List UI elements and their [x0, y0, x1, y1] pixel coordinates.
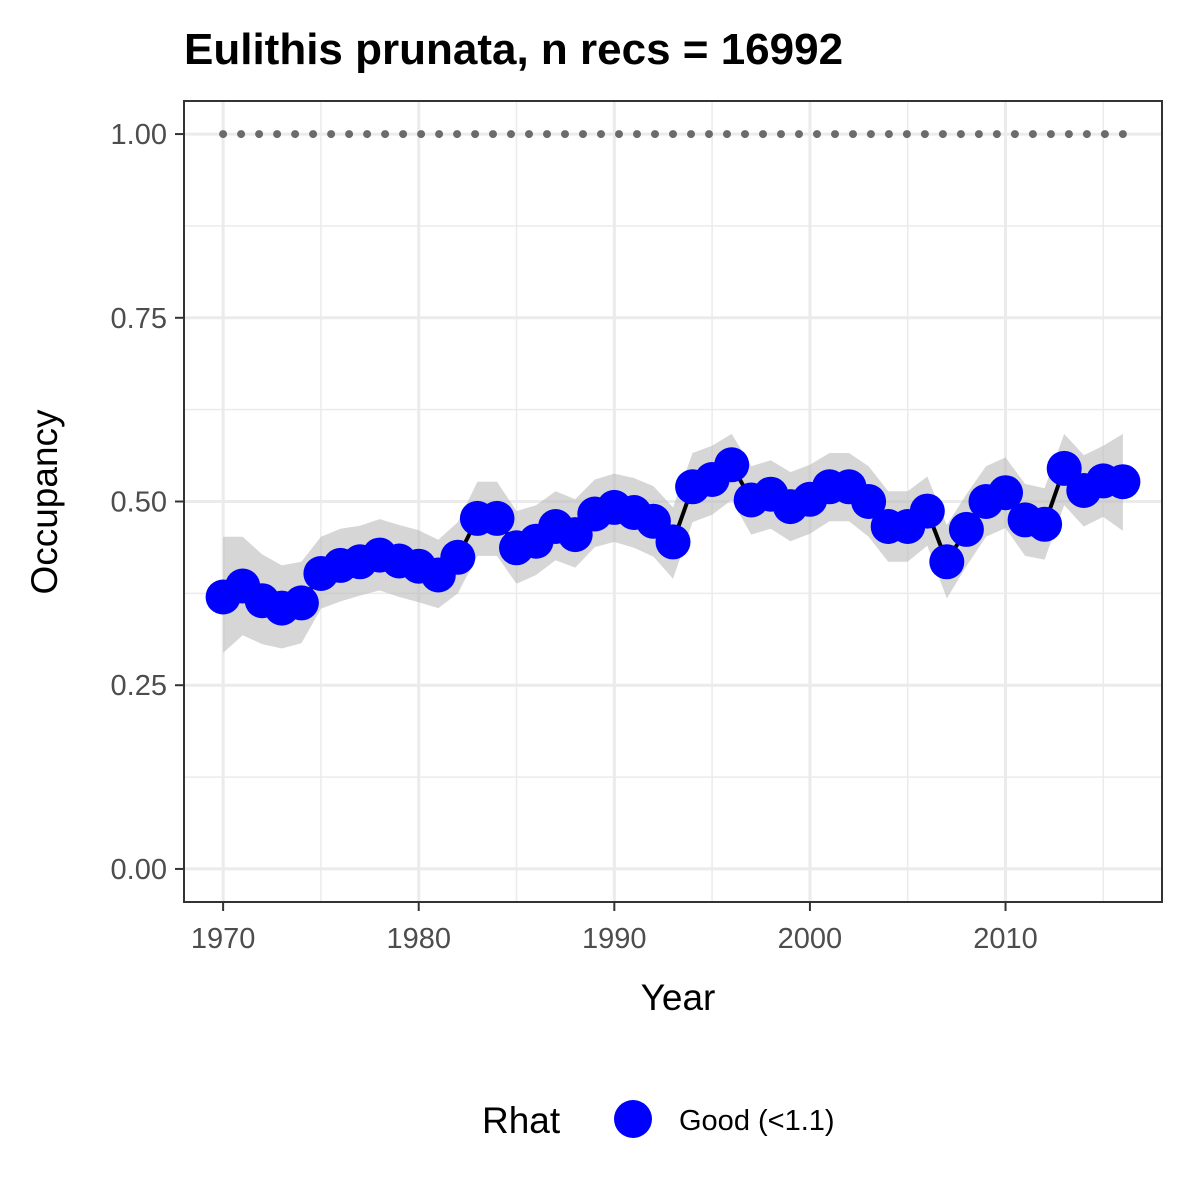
x-tick-label: 2010: [973, 923, 1038, 955]
dotted-reference-dot: [1028, 130, 1037, 139]
y-axis-title: Occupancy: [24, 409, 65, 595]
dotted-reference-dot: [1118, 130, 1127, 139]
y-tick-label: 0.75: [111, 303, 167, 335]
data-point-2010: [988, 475, 1023, 511]
legend-label-good: Good (<1.1): [679, 1105, 835, 1137]
dotted-reference-dot: [237, 130, 246, 139]
dotted-reference-dot: [884, 130, 893, 139]
dotted-reference-dot: [920, 130, 929, 139]
dotted-reference-layer: [219, 130, 1127, 139]
x-tick-label: 1970: [191, 923, 256, 955]
dotted-reference-dot: [291, 130, 300, 139]
dotted-reference-dot: [705, 130, 713, 139]
data-point-1982: [440, 539, 476, 575]
y-axis: 0.00 0.25 0.50 0.75 1.00: [111, 119, 184, 886]
dotted-reference-dot: [866, 130, 875, 139]
dotted-reference-dot: [1064, 130, 1073, 139]
dotted-reference-dot: [363, 130, 372, 139]
dotted-reference-dot: [651, 130, 659, 139]
legend: Rhat Good (<1.1): [482, 1100, 835, 1141]
data-point-1993: [655, 524, 691, 560]
dotted-reference-dot: [687, 130, 695, 139]
dotted-reference-dot: [974, 130, 983, 139]
y-tick-label: 1.00: [111, 119, 167, 151]
dotted-reference-dot: [525, 130, 533, 139]
dotted-reference-dot: [381, 130, 390, 139]
data-points-layer: [205, 447, 1141, 626]
dotted-reference-dot: [219, 130, 228, 139]
x-tick-label: 1980: [386, 923, 451, 955]
dotted-reference-dot: [849, 130, 857, 139]
dotted-reference-dot: [399, 130, 408, 139]
dotted-reference-dot: [327, 130, 336, 139]
dotted-reference-dot: [471, 130, 480, 139]
chart-title: Eulithis prunata, n recs = 16992: [184, 25, 843, 74]
dotted-reference-dot: [435, 130, 444, 139]
dotted-reference-dot: [561, 130, 569, 139]
data-point-2007: [929, 544, 965, 580]
y-tick-label: 0.00: [111, 854, 167, 886]
dotted-reference-dot: [273, 130, 282, 139]
dotted-reference-dot: [507, 130, 515, 139]
dotted-reference-dot: [938, 130, 947, 139]
dotted-reference-dot: [669, 130, 677, 139]
x-axis: 1970 1980 1990 2000 2010: [191, 902, 1038, 955]
dotted-reference-dot: [795, 130, 803, 139]
dotted-reference-dot: [741, 130, 749, 139]
dotted-reference-dot: [255, 130, 264, 139]
x-tick-label: 2000: [778, 923, 843, 955]
dotted-reference-dot: [597, 130, 605, 139]
dotted-reference-dot: [453, 130, 462, 139]
dotted-reference-dot: [1010, 130, 1019, 139]
dotted-reference-dot: [1046, 130, 1055, 139]
x-axis-title: Year: [641, 977, 716, 1018]
dotted-reference-dot: [633, 130, 641, 139]
dotted-reference-dot: [615, 130, 623, 139]
y-tick-label: 0.25: [111, 670, 167, 702]
x-tick-label: 1990: [582, 923, 647, 955]
dotted-reference-dot: [309, 130, 318, 139]
legend-key-good: [614, 1100, 652, 1138]
dotted-reference-dot: [723, 130, 731, 139]
data-point-2006: [909, 493, 945, 529]
dotted-reference-dot: [992, 130, 1001, 139]
data-point-2003: [851, 484, 887, 519]
dotted-reference-dot: [543, 130, 551, 139]
dotted-reference-dot: [759, 130, 767, 139]
dotted-reference-dot: [489, 130, 497, 139]
y-tick-label: 0.50: [111, 487, 167, 519]
dotted-reference-dot: [902, 130, 911, 139]
dotted-reference-dot: [345, 130, 354, 139]
data-point-1984: [479, 500, 515, 536]
legend-title: Rhat: [482, 1100, 561, 1141]
dotted-reference-dot: [1082, 130, 1091, 139]
data-point-1996: [714, 447, 750, 483]
dotted-reference-dot: [813, 130, 821, 139]
data-point-2008: [948, 511, 984, 547]
data-point-1974: [283, 585, 319, 621]
dotted-reference-dot: [579, 130, 587, 139]
dotted-reference-dot: [1100, 130, 1109, 139]
data-point-2012: [1027, 506, 1063, 542]
dotted-reference-dot: [777, 130, 785, 139]
dotted-reference-dot: [417, 130, 426, 139]
data-point-2016: [1105, 464, 1141, 500]
dotted-reference-dot: [956, 130, 965, 139]
dotted-reference-dot: [831, 130, 839, 139]
